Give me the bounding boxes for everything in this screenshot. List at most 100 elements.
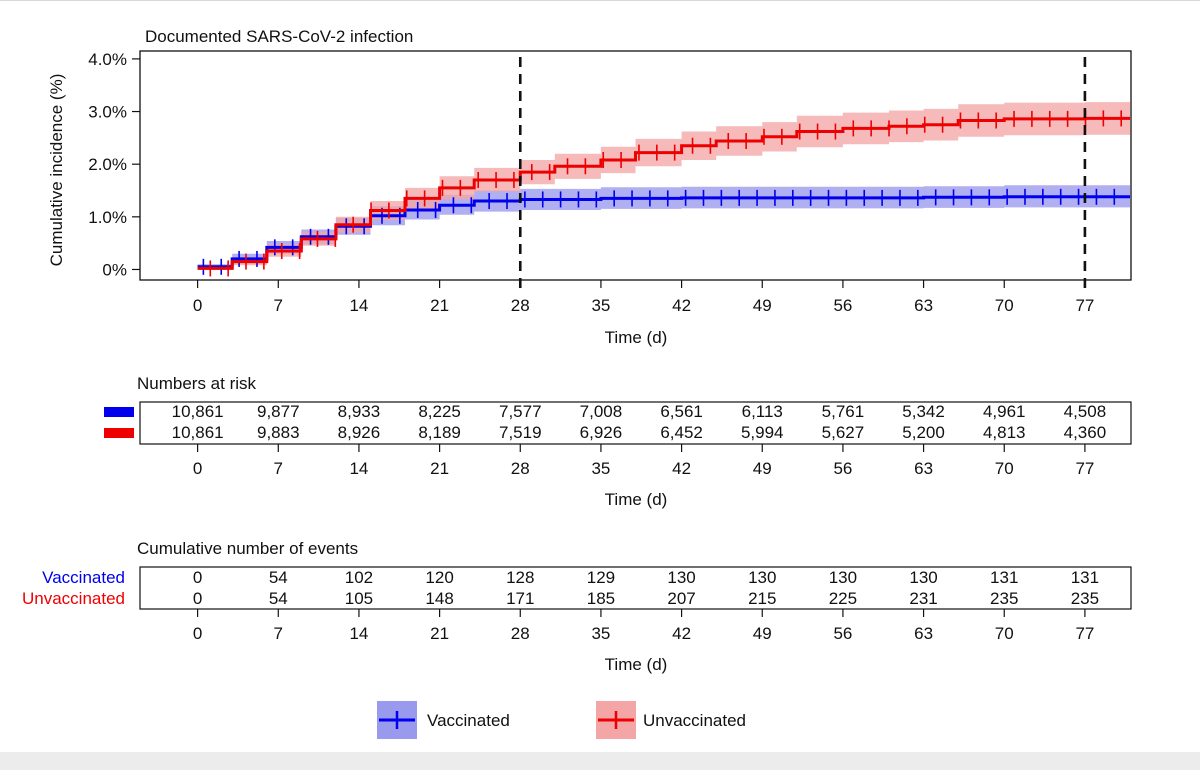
x-tick-label: 21 <box>430 624 449 643</box>
table-cell: 225 <box>829 589 857 608</box>
y-axis-label: Cumulative incidence (%) <box>47 74 66 267</box>
x-tick-label: 14 <box>349 296 368 315</box>
x-tick-label: 0 <box>193 459 202 478</box>
table-cell: 0 <box>193 589 202 608</box>
legend-label-unvaccinated: Unvaccinated <box>643 711 746 730</box>
table-cell: 4,813 <box>983 423 1026 442</box>
events-table-x-label: Time (d) <box>605 655 668 674</box>
x-tick-label: 7 <box>274 459 283 478</box>
x-tick-label: 70 <box>995 296 1014 315</box>
risk-row-marker-unvaccinated <box>104 428 134 438</box>
table-cell: 129 <box>587 568 615 587</box>
x-tick-label: 21 <box>430 459 449 478</box>
x-axis: 0 7 14 21 28 35 42 49 56 63 70 77 <box>193 280 1094 315</box>
x-tick-label: 42 <box>672 296 691 315</box>
table-cell: 130 <box>748 568 776 587</box>
reference-lines <box>518 57 1087 288</box>
main-plot: Documented SARS-CoV-2 infection Cumulati… <box>47 27 1132 347</box>
table-cell: 207 <box>667 589 695 608</box>
table-cell: 9,877 <box>257 402 300 421</box>
censor-marks-unvaccinated <box>209 110 1123 277</box>
table-cell: 6,926 <box>580 423 623 442</box>
x-tick-label: 28 <box>511 296 530 315</box>
risk-row-marker-vaccinated <box>104 407 134 417</box>
x-tick-label: 56 <box>833 296 852 315</box>
table-cell: 6,113 <box>742 402 783 421</box>
y-tick-label: 0% <box>102 260 127 279</box>
x-tick-label: 56 <box>833 459 852 478</box>
table-cell: 4,961 <box>983 402 1026 421</box>
plot-frame <box>139 50 1132 281</box>
x-tick-label: 7 <box>274 624 283 643</box>
x-tick-label: 70 <box>995 459 1014 478</box>
table-cell: 5,342 <box>902 402 945 421</box>
x-tick-label: 35 <box>591 296 610 315</box>
x-tick-label: 0 <box>193 296 202 315</box>
table-cell: 102 <box>345 568 373 587</box>
x-tick-label: 77 <box>1075 459 1094 478</box>
risk-table-title: Numbers at risk <box>137 374 257 393</box>
table-cell: 8,933 <box>338 402 381 421</box>
x-tick-label: 77 <box>1075 296 1094 315</box>
events-table-x-axis: 0 7 14 21 28 35 42 49 56 63 70 77 <box>193 609 1094 643</box>
legend-item-unvaccinated: Unvaccinated <box>596 701 746 739</box>
risk-table-x-axis: 0 7 14 21 28 35 42 49 56 63 70 77 <box>193 444 1094 478</box>
risk-table-x-label: Time (d) <box>605 490 668 509</box>
table-cell: 185 <box>587 589 615 608</box>
x-tick-label: 77 <box>1075 624 1094 643</box>
table-cell: 130 <box>667 568 695 587</box>
table-cell: 148 <box>425 589 453 608</box>
events-row-label-unvaccinated: Unvaccinated <box>22 589 125 608</box>
x-tick-label: 28 <box>511 459 530 478</box>
table-cell: 7,577 <box>499 402 542 421</box>
x-tick-label: 70 <box>995 624 1014 643</box>
y-tick-label: 3.0% <box>88 103 127 122</box>
x-tick-label: 42 <box>672 624 691 643</box>
x-tick-label: 49 <box>753 624 772 643</box>
table-cell: 5,200 <box>902 423 945 442</box>
y-tick-label: 2.0% <box>88 155 127 174</box>
table-cell: 231 <box>909 589 937 608</box>
table-cell: 8,189 <box>418 423 461 442</box>
table-cell: 5,627 <box>822 423 865 442</box>
table-cell: 128 <box>506 568 534 587</box>
table-cell: 4,360 <box>1064 423 1107 442</box>
events-table-title: Cumulative number of events <box>137 539 358 558</box>
x-tick-label: 56 <box>833 624 852 643</box>
table-cell: 7,519 <box>499 423 542 442</box>
y-axis: 0% 1.0% 2.0% 3.0% 4.0% <box>88 50 140 279</box>
table-cell: 0 <box>193 568 202 587</box>
table-cell: 235 <box>1071 589 1099 608</box>
table-cell: 4,508 <box>1064 402 1107 421</box>
events-table-values: 0 54 102 120 128 129 130 130 130 130 131 131 0 54 105 1… <box>193 568 1099 608</box>
table-cell: 130 <box>909 568 937 587</box>
x-tick-label: 21 <box>430 296 449 315</box>
table-cell: 54 <box>269 568 288 587</box>
risk-table: Numbers at risk 10,861 9,877 8,933 8,225 7,5… <box>104 374 1132 509</box>
table-cell: 9,883 <box>257 423 300 442</box>
events-table: Cumulative number of events Vaccinated U… <box>22 539 1132 674</box>
table-cell: 8,225 <box>418 402 461 421</box>
x-tick-label: 14 <box>349 624 368 643</box>
window-bottom-strip <box>0 752 1200 770</box>
x-tick-label: 42 <box>672 459 691 478</box>
table-cell: 54 <box>269 589 288 608</box>
table-cell: 131 <box>990 568 1018 587</box>
x-tick-label: 63 <box>914 624 933 643</box>
risk-table-values: 10,861 9,877 8,933 8,225 7,577 7,008 6,561 6,11… <box>172 402 1107 442</box>
legend: Vaccinated Unvaccinated <box>377 701 746 739</box>
legend-item-vaccinated: Vaccinated <box>377 701 510 739</box>
x-tick-label: 35 <box>591 459 610 478</box>
table-cell: 120 <box>425 568 453 587</box>
y-tick-label: 1.0% <box>88 208 127 227</box>
x-tick-label: 28 <box>511 624 530 643</box>
x-tick-label: 14 <box>349 459 368 478</box>
x-tick-label: 49 <box>753 459 772 478</box>
ci-band-unvaccinated <box>197 102 1130 270</box>
censor-marks-vaccinated <box>202 188 1116 275</box>
events-row-label-vaccinated: Vaccinated <box>42 568 125 587</box>
y-tick-label: 4.0% <box>88 50 127 69</box>
table-cell: 5,994 <box>741 423 784 442</box>
window-top-rule <box>0 0 1200 1</box>
table-cell: 6,452 <box>660 423 703 442</box>
